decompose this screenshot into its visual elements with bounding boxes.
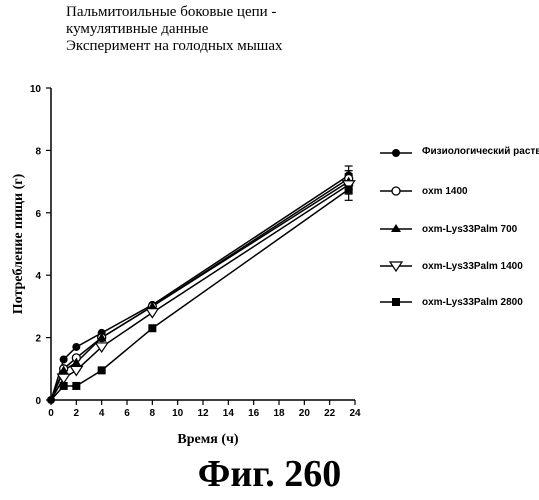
data-point	[72, 343, 80, 351]
legend-marker-filled-square	[374, 293, 418, 309]
x-tick-label: 8	[150, 408, 156, 419]
x-tick-label: 12	[197, 408, 209, 419]
data-point-origin	[47, 396, 55, 404]
y-tick-label: 10	[30, 84, 42, 95]
x-tick-label: 18	[273, 408, 285, 419]
data-point	[70, 366, 82, 375]
x-tick-label: 10	[172, 408, 184, 419]
legend-marker-filled-circle	[374, 142, 418, 158]
legend-label-oxm-1400: oxm 1400	[422, 185, 468, 198]
legend-marker-filled-triangle	[374, 220, 418, 236]
x-tick-label: 2	[74, 408, 80, 419]
x-tick-label: 20	[299, 408, 311, 419]
series-line-4	[51, 189, 349, 400]
y-tick-label: 6	[35, 209, 41, 220]
data-point	[60, 382, 68, 390]
data-point	[72, 382, 80, 390]
x-tick-label: 4	[99, 408, 105, 419]
data-point	[345, 185, 353, 193]
x-tick-label: 6	[124, 408, 130, 419]
figure-caption: Фиг. 260	[0, 452, 539, 496]
series-line-1	[51, 178, 349, 400]
legend-label-oxm-lys33palm-1400: oxm-Lys33Palm 1400	[422, 260, 523, 273]
legend-label-saline: Физиологический раствор	[422, 145, 539, 158]
x-tick-label: 22	[324, 408, 336, 419]
y-tick-label: 0	[35, 396, 41, 407]
legend-label-oxm-lys33palm-2800: oxm-Lys33Palm 2800	[422, 296, 523, 309]
y-tick-label: 4	[35, 271, 41, 282]
legend-label-oxm-lys33palm-700: oxm-Lys33Palm 700	[422, 223, 517, 236]
legend-marker-open-triangle-down	[374, 257, 418, 273]
legend-marker-open-circle	[374, 182, 418, 198]
x-tick-label: 0	[48, 408, 54, 419]
x-tick-label: 14	[223, 408, 235, 419]
x-axis-label: Время (ч)	[177, 432, 239, 447]
x-tick-label: 16	[248, 408, 260, 419]
y-tick-label: 2	[35, 334, 41, 345]
data-point	[148, 324, 156, 332]
series-line-3	[51, 185, 349, 400]
y-axis-label: Потребление пищи (г)	[11, 173, 26, 314]
data-point	[60, 355, 68, 363]
data-point	[98, 366, 106, 374]
x-tick-label: 24	[349, 408, 361, 419]
y-tick-label: 8	[35, 146, 41, 157]
series-line-0	[51, 175, 349, 400]
